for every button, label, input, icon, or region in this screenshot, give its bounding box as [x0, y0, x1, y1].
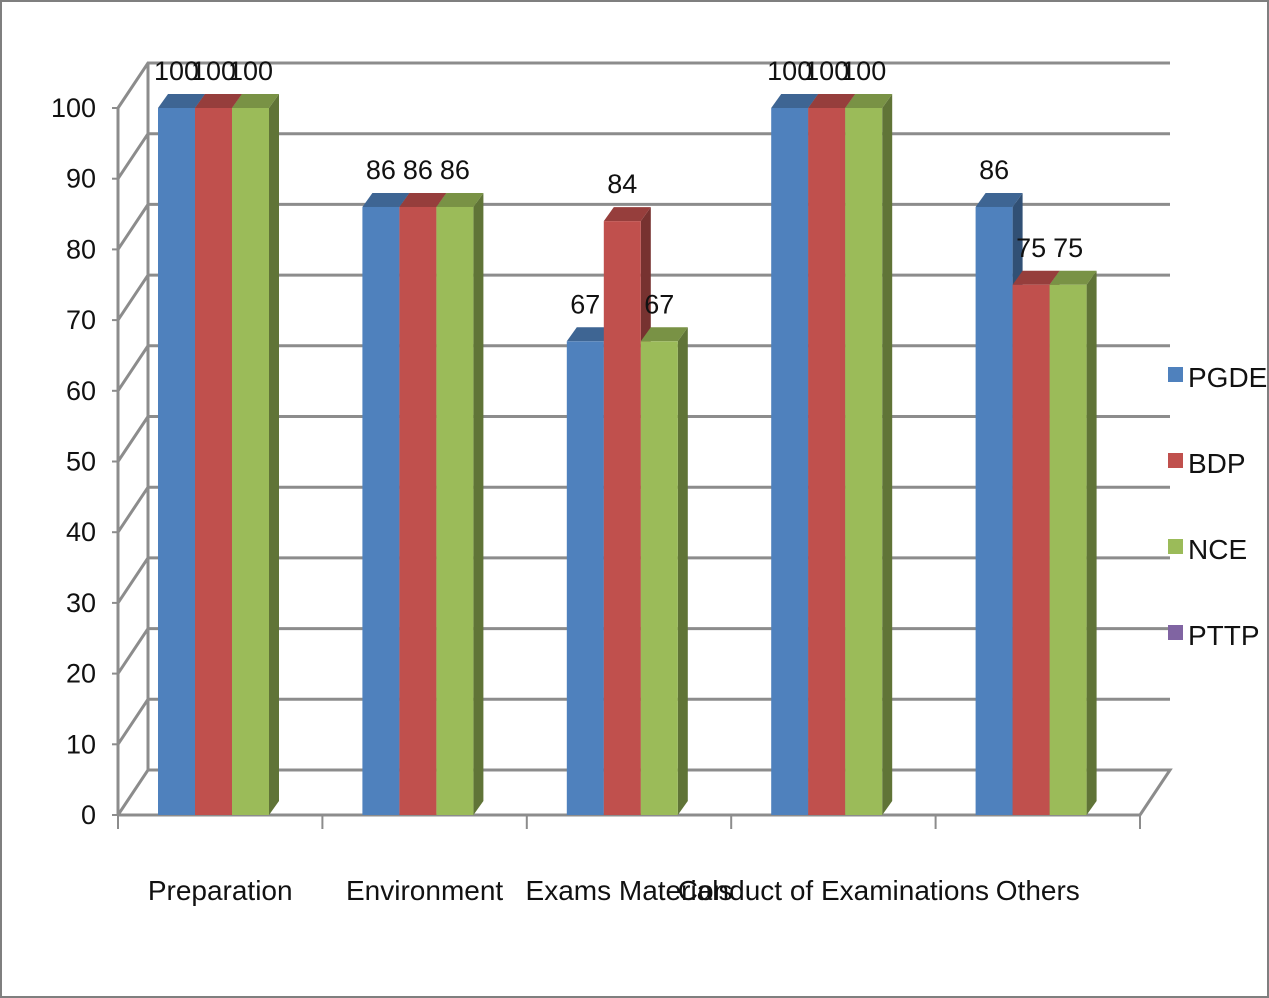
data-label: 86	[440, 155, 470, 185]
legend-swatch	[1168, 453, 1183, 468]
bar-top	[640, 327, 688, 342]
bar-top	[195, 94, 242, 108]
bar-front	[399, 206, 437, 816]
bar-top	[1012, 270, 1060, 285]
legend-label: NCE	[1188, 534, 1247, 565]
data-label: 86	[403, 155, 433, 185]
bar-top	[362, 192, 410, 207]
y-tick-label: 0	[81, 800, 96, 830]
bar	[640, 327, 688, 815]
bar-front	[436, 206, 474, 816]
bar-top	[566, 327, 614, 342]
bar-top	[158, 94, 205, 108]
y-tick-label: 80	[66, 234, 96, 264]
legend-item: NCE	[1168, 534, 1247, 565]
x-category-label: Environment	[346, 875, 503, 906]
y-tick-label: 70	[66, 305, 96, 335]
bar-front	[603, 221, 641, 815]
y-tick-label: 40	[66, 517, 96, 547]
bar-top	[232, 94, 279, 108]
y-tick-label: 10	[66, 729, 96, 759]
data-label: 67	[644, 289, 674, 319]
data-label: 86	[366, 155, 396, 185]
x-category-label: Others	[996, 875, 1080, 906]
bars	[158, 94, 1097, 816]
bar-top	[603, 207, 651, 222]
legend-label: BDP	[1188, 448, 1246, 479]
bar-top	[436, 192, 484, 207]
data-label: 75	[1016, 233, 1046, 263]
bar-front	[362, 206, 400, 816]
bar-front	[1012, 284, 1050, 815]
bar	[436, 192, 484, 816]
legend-item: PGDE	[1168, 362, 1267, 393]
bar	[566, 327, 614, 815]
bar-front	[771, 108, 809, 815]
data-label: 100	[228, 56, 273, 86]
data-label: 100	[191, 56, 236, 86]
bar	[845, 94, 893, 815]
bar-front	[808, 108, 846, 815]
y-tick-label: 100	[51, 93, 96, 123]
data-label: 100	[804, 56, 849, 86]
y-tick-label: 50	[66, 447, 96, 477]
bar-side	[473, 192, 484, 816]
bar-side	[269, 94, 279, 815]
y-tick-label: 20	[66, 659, 96, 689]
bar-top	[808, 94, 856, 108]
bar-front	[845, 108, 883, 815]
x-axis-category-labels: Preparation Environment Exams MaterialsCon…	[148, 875, 1080, 906]
data-label: 84	[607, 169, 637, 199]
bar-side	[1086, 270, 1097, 815]
data-label: 100	[767, 56, 812, 86]
y-tick-label: 90	[66, 164, 96, 194]
data-label: 86	[979, 155, 1009, 185]
bar-front	[232, 108, 269, 815]
data-label: 100	[154, 56, 199, 86]
x-category-label: Conduct of Examinations	[678, 875, 989, 906]
bar	[232, 94, 279, 815]
bar-front	[1049, 284, 1087, 815]
legend-swatch	[1168, 367, 1183, 382]
legend-item: BDP	[1168, 448, 1246, 479]
y-axis-tick-labels: 0 10 20 30 40 50 60 70 80 90 100	[51, 93, 96, 830]
bar	[1049, 270, 1097, 815]
legend: PGDE BDP NCE PTTP	[1168, 362, 1267, 651]
bar-top	[845, 94, 893, 108]
x-category-label: Exams Materials	[526, 875, 733, 906]
data-label: 100	[841, 56, 886, 86]
data-label: 67	[570, 289, 600, 319]
bar-side	[882, 94, 893, 815]
legend-swatch	[1168, 539, 1183, 554]
y-tick-label: 30	[66, 588, 96, 618]
legend-label: PTTP	[1188, 620, 1260, 651]
bar-front	[158, 108, 195, 815]
bar-top	[1049, 270, 1097, 285]
y-tick-label: 60	[66, 376, 96, 406]
bar-side	[677, 327, 688, 815]
bar-top	[975, 192, 1023, 207]
x-category-label: Preparation	[148, 875, 293, 906]
bar-top	[399, 192, 447, 207]
legend-item: PTTP	[1168, 620, 1260, 651]
bar-front	[195, 108, 232, 815]
legend-swatch	[1168, 625, 1183, 640]
data-label: 75	[1053, 233, 1083, 263]
legend-label: PGDE	[1188, 362, 1267, 393]
bar-front	[975, 206, 1013, 816]
bar-front	[566, 341, 604, 815]
bar-top	[771, 94, 819, 108]
bar-front	[640, 341, 678, 815]
